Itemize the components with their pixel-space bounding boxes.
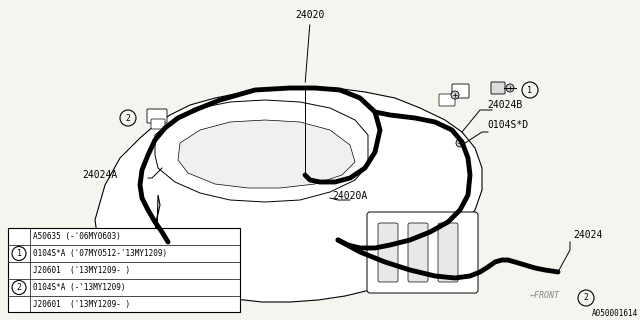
FancyBboxPatch shape <box>147 109 167 123</box>
Text: ←FRONT: ←FRONT <box>530 291 560 300</box>
FancyBboxPatch shape <box>378 223 398 282</box>
FancyBboxPatch shape <box>439 94 455 106</box>
FancyBboxPatch shape <box>367 212 478 293</box>
Text: 1: 1 <box>17 249 22 258</box>
Text: J20601  ('13MY1209- ): J20601 ('13MY1209- ) <box>33 300 130 309</box>
Circle shape <box>456 139 464 147</box>
Text: 1: 1 <box>527 85 532 94</box>
Text: A050001614: A050001614 <box>592 309 638 318</box>
FancyBboxPatch shape <box>408 223 428 282</box>
Polygon shape <box>155 100 368 202</box>
FancyBboxPatch shape <box>438 223 458 282</box>
Text: 0104S*D: 0104S*D <box>487 120 528 130</box>
Text: 2: 2 <box>17 283 22 292</box>
Circle shape <box>451 91 459 99</box>
Circle shape <box>506 84 514 92</box>
Polygon shape <box>178 120 355 188</box>
FancyBboxPatch shape <box>151 119 165 129</box>
Text: 2: 2 <box>125 114 131 123</box>
Text: 24024: 24024 <box>573 230 602 240</box>
Text: 0104S*A (-'13MY1209): 0104S*A (-'13MY1209) <box>33 283 125 292</box>
Polygon shape <box>95 87 482 310</box>
Bar <box>8 228 240 312</box>
Text: 24024A: 24024A <box>83 170 118 180</box>
FancyBboxPatch shape <box>452 84 469 98</box>
FancyBboxPatch shape <box>491 82 505 94</box>
Text: 24024B: 24024B <box>487 100 522 110</box>
Text: J20601  ('13MY1209- ): J20601 ('13MY1209- ) <box>33 266 130 275</box>
Text: 0104S*A ('07MY0512-'13MY1209): 0104S*A ('07MY0512-'13MY1209) <box>33 249 167 258</box>
Text: 2: 2 <box>584 293 589 302</box>
Text: A50635 (-'06MY0603): A50635 (-'06MY0603) <box>33 232 121 241</box>
Text: 24020A: 24020A <box>332 191 367 201</box>
Text: 24020: 24020 <box>295 10 324 20</box>
